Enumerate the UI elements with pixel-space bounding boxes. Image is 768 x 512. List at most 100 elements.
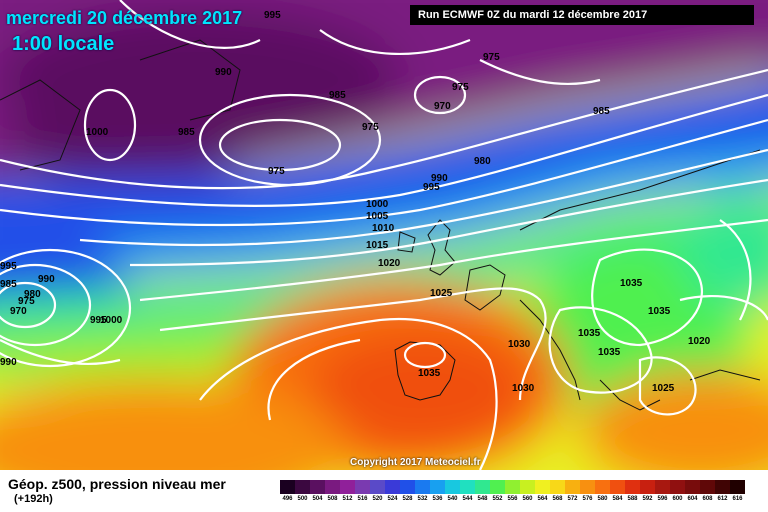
isobar-label: 990	[431, 173, 448, 184]
scale-label: 544	[462, 496, 473, 502]
isobar-label: 1030	[512, 383, 535, 394]
isobar-label: 990	[0, 357, 17, 368]
scale-step: 524	[385, 480, 400, 506]
scale-swatch	[385, 480, 400, 494]
isobar-label: 995	[0, 261, 17, 272]
isobar-label: 1000	[86, 127, 109, 138]
map-canvas: 9959909759859759709851000985975975980990…	[0, 0, 768, 470]
scale-label: 536	[432, 496, 443, 502]
isobar-label: 1000	[100, 315, 123, 326]
isobar-label: 985	[0, 279, 17, 290]
isobar-label: 1035	[648, 306, 671, 317]
scale-step: 564	[535, 480, 550, 506]
isobar-label: 975	[483, 52, 500, 63]
scale-label: 520	[372, 496, 383, 502]
isobar-label: 1010	[372, 223, 395, 234]
scale-swatch	[625, 480, 640, 494]
isobar-label: 975	[452, 82, 469, 93]
scale-label: 500	[297, 496, 308, 502]
scale-label: 496	[282, 496, 293, 502]
scale-label: 564	[537, 496, 548, 502]
forecast-date: mercredi 20 décembre 2017	[6, 8, 243, 28]
scale-label: 532	[417, 496, 428, 502]
scale-swatch	[520, 480, 535, 494]
scale-step: 612	[715, 480, 730, 506]
isobar-label: 975	[18, 296, 35, 307]
scale-swatch	[370, 480, 385, 494]
isobar-label: 985	[329, 90, 346, 101]
scale-label: 596	[657, 496, 668, 502]
scale-step: 568	[550, 480, 565, 506]
scale-step: 520	[370, 480, 385, 506]
scale-step: 580	[595, 480, 610, 506]
scale-label: 528	[402, 496, 413, 502]
isobar-label: 990	[38, 274, 55, 285]
scale-step: 532	[415, 480, 430, 506]
isobar-label: 1035	[598, 347, 621, 358]
scale-swatch	[550, 480, 565, 494]
scale-swatch	[595, 480, 610, 494]
scale-label: 548	[477, 496, 488, 502]
scale-label: 608	[702, 496, 713, 502]
scale-step: 544	[460, 480, 475, 506]
scale-step: 516	[355, 480, 370, 506]
scale-label: 568	[552, 496, 563, 502]
isobar-label: 995	[423, 182, 440, 193]
scale-label: 512	[342, 496, 353, 502]
isobar-label: 1035	[620, 278, 643, 289]
model-run-label: Run ECMWF 0Z du mardi 12 décembre 2017	[410, 5, 754, 25]
isobars	[0, 0, 768, 470]
scale-swatch	[715, 480, 730, 494]
isobar-label: 990	[215, 67, 232, 78]
scale-step: 548	[475, 480, 490, 506]
scale-step: 512	[340, 480, 355, 506]
scale-label: 572	[567, 496, 578, 502]
scale-step: 572	[565, 480, 580, 506]
isobar-label: 995	[264, 10, 281, 21]
scale-swatch	[730, 480, 745, 494]
scale-label: 552	[492, 496, 503, 502]
isobar-label: 980	[474, 156, 491, 167]
scale-label: 612	[717, 496, 728, 502]
scale-step: 596	[655, 480, 670, 506]
isobar-label: 970	[10, 306, 27, 317]
scale-label: 540	[447, 496, 458, 502]
isobar-label: 1005	[366, 211, 389, 222]
scale-swatch	[355, 480, 370, 494]
isobar-label: 980	[24, 289, 41, 300]
isobar-label: 975	[268, 166, 285, 177]
scale-swatch	[565, 480, 580, 494]
isobar-label: 975	[362, 122, 379, 133]
scale-swatch	[415, 480, 430, 494]
scale-swatch	[295, 480, 310, 494]
scale-label: 508	[327, 496, 338, 502]
isobar-label: 1035	[418, 368, 441, 379]
scale-swatch	[340, 480, 355, 494]
isobar-label: 995	[90, 315, 107, 326]
scale-swatch	[655, 480, 670, 494]
scale-step: 560	[520, 480, 535, 506]
scale-step: 540	[445, 480, 460, 506]
legend-title: Géop. z500, pression niveau mer	[8, 476, 226, 492]
scale-step: 504	[310, 480, 325, 506]
scale-step: 576	[580, 480, 595, 506]
isobar-label: 985	[178, 127, 195, 138]
scale-swatch	[445, 480, 460, 494]
scale-swatch	[700, 480, 715, 494]
scale-label: 576	[582, 496, 593, 502]
scale-swatch	[490, 480, 505, 494]
isobar-label: 1020	[378, 258, 401, 269]
scale-step: 536	[430, 480, 445, 506]
isobar-label: 1025	[430, 288, 453, 299]
scale-label: 592	[642, 496, 653, 502]
isobar-label: 1000	[366, 199, 389, 210]
scale-step: 500	[295, 480, 310, 506]
isobar-label: 1035	[578, 328, 601, 339]
scale-label: 516	[357, 496, 368, 502]
scale-step: 600	[670, 480, 685, 506]
color-scale: 496 500 504 508 512 516 520 524 528 532 536 540 544 5…	[280, 480, 745, 506]
scale-label: 560	[522, 496, 533, 502]
forecast-lead: (+192h)	[14, 493, 53, 505]
scale-swatch	[325, 480, 340, 494]
weather-map: 995 990 975 985 975 970 985 1000 985 975 975 980 990…	[0, 0, 768, 470]
